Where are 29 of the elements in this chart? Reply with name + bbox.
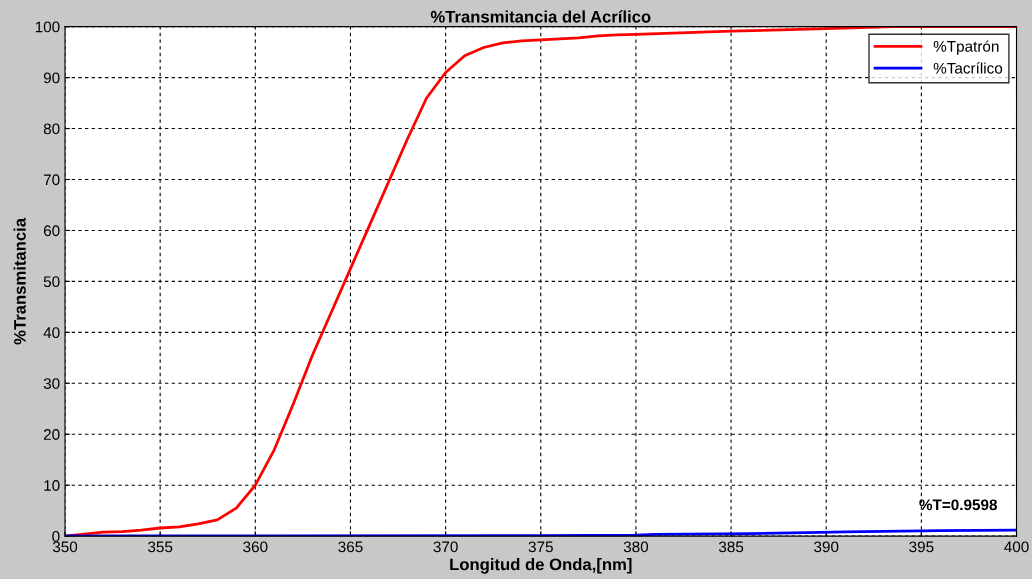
x-tick-label: 360	[243, 541, 268, 553]
y-axis-title: %Transmitancia	[13, 217, 26, 345]
x-axis-title: Longitud de Onda,[nm]	[450, 558, 632, 574]
legend-label: %Tpatrón	[933, 40, 999, 55]
x-tick-label: 400	[1004, 541, 1029, 553]
y-tick-label: 30	[43, 378, 60, 389]
y-tick-label: 90	[43, 72, 60, 84]
y-tick-label: 40	[43, 327, 60, 339]
legend-label: %Tacrílico	[933, 62, 1003, 74]
x-tick-label: 370	[433, 541, 458, 553]
x-tick-label: 395	[909, 541, 934, 553]
y-tick-label: 10	[44, 480, 60, 491]
y-tick-label: 0	[52, 531, 60, 542]
y-tick-label: 50	[43, 276, 60, 288]
annotation: %T=0.9598	[919, 499, 998, 511]
x-tick-label: 365	[338, 541, 363, 553]
x-tick-label: 355	[148, 541, 173, 553]
chart-title: %Transmitancia del Acrílico	[430, 10, 651, 23]
x-tick-label: 390	[814, 541, 839, 553]
x-tick-label: 375	[528, 541, 553, 553]
y-tick-label: 70	[43, 174, 60, 186]
line-series	[65, 26, 1017, 537]
y-tick-label: 60	[43, 225, 60, 237]
x-tick-label: 380	[623, 541, 649, 553]
y-tick-label: 20	[43, 429, 60, 440]
x-tick-label: 350	[52, 541, 78, 553]
x-tick-label: 385	[718, 541, 744, 553]
y-tick-label: 100	[35, 21, 60, 33]
y-tick-label: 80	[43, 123, 60, 135]
